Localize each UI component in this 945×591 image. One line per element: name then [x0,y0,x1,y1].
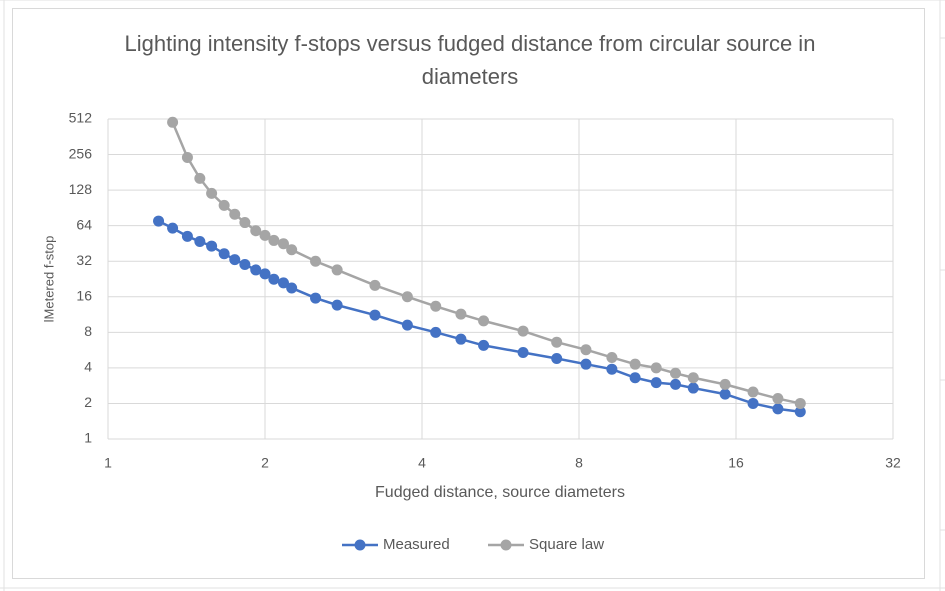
data-point [206,187,218,199]
data-point [250,225,262,237]
data-point [794,406,806,418]
data-point [229,254,241,266]
data-point [277,238,289,250]
data-point [206,240,218,252]
data-point [194,172,206,184]
data-point [478,339,490,351]
data-point [719,378,731,390]
y-axis-title: lMetered f-stop [41,236,56,323]
y-tick-label: 1 [84,430,92,446]
data-point [250,264,262,276]
data-point [455,333,467,345]
y-tick-label: 8 [84,323,92,339]
data-point [747,397,759,409]
data-point [286,282,298,294]
data-point [369,309,381,321]
data-point [194,236,206,248]
data-point [218,199,230,211]
x-tick-label: 4 [418,455,426,471]
legend-marker [354,539,366,551]
data-point [455,308,467,320]
x-tick-label: 16 [728,455,744,471]
data-point [310,255,322,267]
data-point [517,325,529,337]
data-point [268,273,280,285]
legend-label: Square law [529,536,604,553]
data-point [719,388,731,400]
y-tick-label: 4 [84,359,92,375]
data-point [310,292,322,304]
x-tick-label: 32 [885,455,901,471]
data-point [687,372,699,384]
y-tick-label: 2 [84,394,92,410]
data-point [670,378,682,390]
legend-marker [500,539,512,551]
data-point [401,291,413,303]
data-point [331,264,343,276]
x-tick-label: 1 [104,455,112,471]
data-point [430,326,442,338]
data-point [181,230,193,242]
data-point [268,234,280,246]
data-point [167,222,179,234]
data-point [331,299,343,311]
data-point [218,248,230,260]
data-point [153,215,165,227]
data-point [551,353,563,365]
data-point [239,217,251,229]
y-tick-label: 128 [69,181,93,197]
data-point [687,382,699,394]
y-tick-label: 16 [76,287,92,303]
data-point [580,344,592,356]
data-point [794,397,806,409]
data-point [478,315,490,327]
data-point [401,319,413,331]
data-point [277,277,289,289]
x-tick-label: 8 [575,455,583,471]
data-point [181,151,193,163]
data-point [772,403,784,415]
chart-title: Lighting intensity f-stops versus fudged… [125,31,816,89]
data-point [629,358,641,370]
data-point [430,300,442,312]
data-point [259,268,271,280]
data-point [747,386,759,398]
series [167,116,806,409]
data-point [629,372,641,384]
y-tick-label: 32 [76,252,92,268]
data-point [229,208,241,220]
legend-label: Measured [383,536,450,553]
data-point [606,351,618,363]
data-point [286,244,298,256]
data-point [650,377,662,389]
series [153,215,806,418]
data-point [551,336,563,348]
data-point [517,346,529,358]
data-point [259,229,271,241]
data-point [606,363,618,375]
x-axis-title: Fudged distance, source diameters [375,484,625,501]
x-tick-label: 2 [261,455,269,471]
data-point [369,279,381,291]
chart-area [12,8,925,579]
data-point [167,116,179,128]
data-point [239,259,251,271]
y-tick-label: 512 [69,110,93,126]
data-point [650,362,662,374]
y-tick-label: 64 [76,216,92,232]
data-point [670,367,682,379]
y-tick-label: 256 [69,145,93,161]
data-point [772,393,784,405]
data-point [580,358,592,370]
